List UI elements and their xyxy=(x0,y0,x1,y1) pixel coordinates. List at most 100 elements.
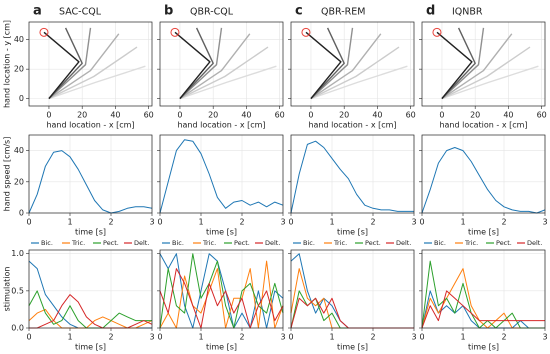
legend-label: Tric. xyxy=(71,239,85,247)
x-axis-label: time [s] xyxy=(468,343,499,352)
plot-area xyxy=(160,250,283,328)
x-axis-label: hand location - x [cm] xyxy=(46,121,134,130)
x-tick-label: 20 xyxy=(208,111,218,120)
series-line xyxy=(421,290,545,329)
legend-label: Bic. xyxy=(434,239,446,247)
x-tick-label: 1 xyxy=(198,333,203,342)
plot-frame xyxy=(28,134,153,214)
x-tick-label: 2 xyxy=(108,333,113,342)
arm-pose xyxy=(441,27,485,100)
x-tick-label: 40 xyxy=(372,111,382,120)
panel-label: d xyxy=(426,4,435,19)
x-tick-label: 2 xyxy=(239,333,244,342)
plot-area xyxy=(291,135,414,213)
panel-label: b xyxy=(164,4,173,19)
series-line xyxy=(290,140,414,214)
legend-label: Bic. xyxy=(41,239,53,247)
x-tick-label: 40 xyxy=(241,111,251,120)
x-tick-label: 20 xyxy=(470,111,480,120)
arm-pose xyxy=(441,46,531,100)
legend-label: Bic. xyxy=(303,239,315,247)
x-axis-label: time [s] xyxy=(206,228,237,237)
y-axis-label: hand location - y [cm] xyxy=(3,20,12,108)
legend-label: Bic. xyxy=(172,239,184,247)
arm-pose xyxy=(305,31,342,100)
plot-frame xyxy=(421,249,546,329)
x-axis-label: time [s] xyxy=(337,343,368,352)
x-tick-label: 20 xyxy=(339,111,349,120)
arm-pose xyxy=(48,46,138,100)
x-tick-label: 0 xyxy=(26,333,31,342)
x-tick-label: 60 xyxy=(406,111,416,120)
x-tick-label: 3 xyxy=(149,333,154,342)
legend-label: Pect. xyxy=(234,239,250,247)
x-axis-label: hand location - x [cm] xyxy=(308,121,396,130)
y-tick-label: 40 xyxy=(14,35,24,44)
x-tick-label: 1 xyxy=(460,333,465,342)
x-tick-label: 1 xyxy=(67,333,72,342)
x-tick-label: 2 xyxy=(501,333,506,342)
series-line xyxy=(28,150,153,214)
arm-pose xyxy=(48,27,83,100)
arm-pose xyxy=(179,33,251,100)
x-tick-label: 3 xyxy=(149,218,154,227)
target xyxy=(432,27,442,37)
plot-frame xyxy=(159,134,284,214)
arm-pose xyxy=(179,65,277,100)
x-tick-label: 0 xyxy=(288,333,293,342)
plot-area xyxy=(29,22,152,106)
legend-label: Delt. xyxy=(396,239,411,247)
plot-area xyxy=(422,135,545,213)
x-tick-label: 1 xyxy=(460,218,465,227)
legend-label: Tric. xyxy=(202,239,216,247)
series-line xyxy=(159,253,284,329)
legend-label: Tric. xyxy=(464,239,478,247)
x-tick-label: 0 xyxy=(157,218,162,227)
plot-area xyxy=(291,250,414,328)
legend-label: Delt. xyxy=(134,239,149,247)
arm-pose xyxy=(441,33,513,100)
x-tick-label: 2 xyxy=(370,333,375,342)
target xyxy=(170,27,180,37)
panel-title: QBR-REM xyxy=(321,7,365,18)
panel-title: QBR-CQL xyxy=(190,7,234,18)
x-tick-label: 0 xyxy=(419,333,424,342)
plot-area xyxy=(422,250,545,328)
arm-pose xyxy=(441,27,476,100)
x-tick-label: 2 xyxy=(108,218,113,227)
arm-pose xyxy=(179,27,223,100)
x-tick-label: 3 xyxy=(411,218,416,227)
plot-area xyxy=(422,22,545,106)
x-tick-label: 0 xyxy=(26,218,31,227)
x-tick-label: 0 xyxy=(288,218,293,227)
legend-label: Tric. xyxy=(333,239,347,247)
plot-frame xyxy=(290,249,415,329)
y-tick-label: 40 xyxy=(14,146,24,155)
series-line xyxy=(159,139,284,214)
arm-pose xyxy=(436,31,473,100)
series-line xyxy=(159,268,284,329)
plot-frame xyxy=(159,249,284,329)
plot-frame xyxy=(290,134,415,214)
arm-pose xyxy=(48,65,146,100)
plot-frame xyxy=(159,21,284,107)
x-tick-label: 3 xyxy=(280,333,285,342)
x-axis-label: time [s] xyxy=(468,228,499,237)
panel-title: SAC-CQL xyxy=(59,7,102,18)
x-tick-label: 3 xyxy=(280,218,285,227)
legend-label: Delt. xyxy=(527,239,542,247)
plot-area xyxy=(29,135,152,213)
y-tick-label: 0 xyxy=(19,94,24,103)
x-tick-label: 3 xyxy=(411,333,416,342)
arm-pose xyxy=(179,46,269,100)
y-tick-label: 20 xyxy=(14,65,24,74)
legend-label: Delt. xyxy=(265,239,280,247)
series-line xyxy=(421,147,546,214)
x-tick-label: 1 xyxy=(67,218,72,227)
arm-pose xyxy=(310,33,382,100)
arm-pose xyxy=(179,27,214,100)
x-tick-label: 3 xyxy=(542,218,547,227)
y-tick-label: 20 xyxy=(14,177,24,186)
x-tick-label: 2 xyxy=(370,218,375,227)
panel-label: a xyxy=(33,4,42,19)
